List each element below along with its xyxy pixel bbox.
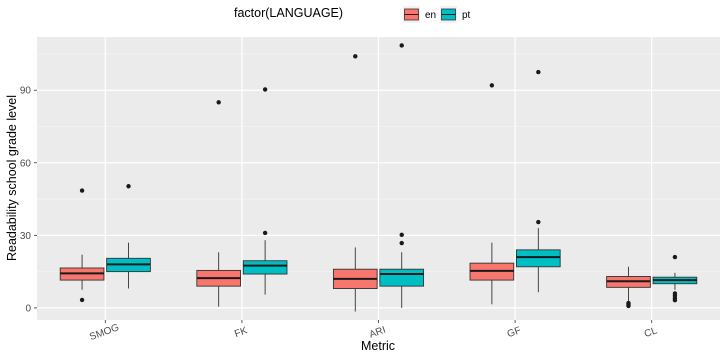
outlier-point — [489, 83, 495, 88]
outlier-point — [216, 100, 221, 105]
box-en-ARI — [332, 54, 378, 312]
legend-label-pt: pt — [462, 10, 471, 21]
box-pt-GF — [516, 69, 561, 293]
box-en-SMOG — [59, 188, 105, 303]
outlier-point — [626, 303, 631, 309]
y-tick-label: 0 — [25, 303, 31, 314]
outlier-point — [262, 230, 268, 236]
box-body — [242, 260, 288, 275]
box-body — [516, 249, 561, 268]
major-gridlines — [37, 37, 720, 320]
outlier-point — [536, 69, 541, 75]
x-tick-label: CL — [643, 325, 659, 340]
outlier-point — [126, 184, 131, 189]
legend-title: factor(LANGUAGE) — [234, 6, 343, 20]
outlier-point — [672, 254, 678, 260]
x-tick-label: ARI — [368, 325, 387, 341]
outlier-point — [536, 219, 541, 225]
outlier-point — [262, 87, 268, 92]
legend-key-en — [403, 6, 420, 23]
outlier-point — [399, 43, 404, 48]
box-pt-CL — [652, 254, 698, 303]
outlier-point — [672, 297, 678, 303]
legend-key-pt — [440, 6, 457, 23]
y-tick-label: 30 — [20, 231, 32, 242]
y-axis-ticks: 0 30 60 90 — [20, 86, 37, 314]
y-tick-label: 90 — [20, 86, 32, 97]
box-body — [379, 268, 425, 287]
x-axis-title: Metric — [361, 339, 395, 353]
legend: factor(LANGUAGE) en pt — [234, 6, 471, 23]
box-pt-FK — [242, 87, 288, 295]
outlier-point — [399, 240, 404, 246]
outlier-point — [79, 188, 85, 193]
y-tick-label: 60 — [20, 158, 32, 169]
box-pt-ARI — [379, 43, 425, 308]
x-tick-label: SMOG — [88, 322, 121, 343]
y-axis-title: Readability school grade level — [5, 95, 19, 261]
outlier-point — [399, 232, 404, 238]
boxes — [59, 43, 698, 312]
x-tick-label: GF — [506, 325, 523, 340]
x-tick-label: FK — [233, 325, 249, 340]
box-en-FK — [196, 100, 241, 307]
legend-label-en: en — [425, 10, 436, 21]
box-en-CL — [606, 266, 651, 309]
box-en-GF — [469, 83, 515, 305]
box-pt-SMOG — [106, 184, 151, 289]
outlier-point — [353, 54, 358, 59]
outlier-point — [79, 297, 85, 303]
